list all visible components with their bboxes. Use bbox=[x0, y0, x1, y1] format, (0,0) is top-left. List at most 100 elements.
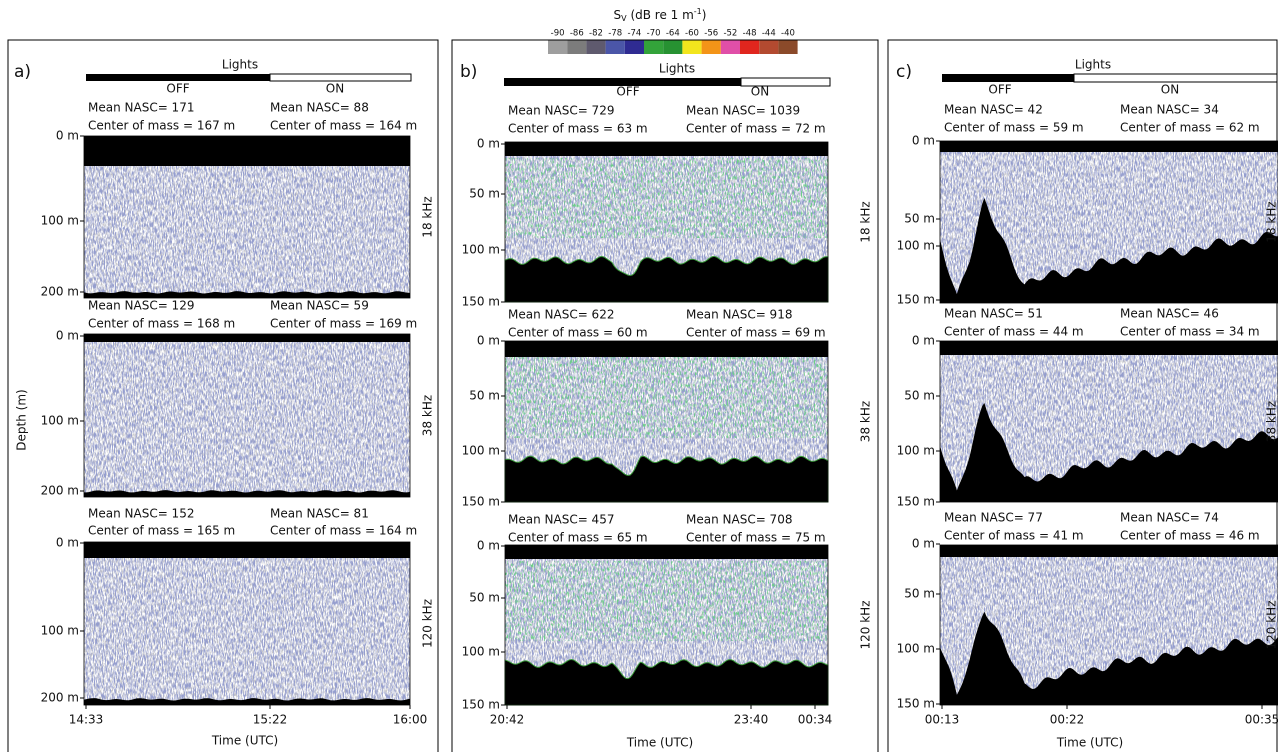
seafloor bbox=[504, 455, 829, 503]
depth-tick-label: 150 m bbox=[897, 697, 935, 711]
echogram-border bbox=[83, 541, 411, 706]
echogram-border bbox=[83, 135, 411, 299]
depth-tick-label: 0 m bbox=[56, 129, 79, 143]
frequency-label: 18 kHz bbox=[421, 196, 435, 237]
colorbar-swatch bbox=[701, 40, 721, 54]
echogram-surface bbox=[84, 542, 410, 558]
colorbar-label: -90 bbox=[551, 29, 565, 39]
echogram-border bbox=[504, 544, 829, 706]
echogram-speckle bbox=[84, 542, 410, 705]
depth-tick-label: 0 m bbox=[56, 329, 79, 343]
center-of-mass: Center of mass = 63 m bbox=[508, 122, 648, 136]
panel-frame bbox=[451, 39, 879, 752]
mean-nasc: Mean NASC= 51 bbox=[944, 307, 1043, 321]
lights-off-label: OFF bbox=[166, 82, 189, 96]
frequency-label: 120 kHz bbox=[421, 599, 435, 648]
colorbar-swatch bbox=[586, 40, 606, 54]
center-of-mass: Center of mass = 168 m bbox=[88, 317, 235, 331]
echogram-surface bbox=[505, 341, 828, 357]
depth-tick-label: 100 m bbox=[462, 645, 500, 659]
colorbar-swatch bbox=[663, 40, 683, 54]
echogram-border bbox=[939, 340, 1278, 503]
colorbar-label: -60 bbox=[685, 29, 699, 39]
depth-tick-label: 150 m bbox=[462, 698, 500, 712]
colorbar-swatch bbox=[682, 40, 702, 54]
depth-tick-label: 150 m bbox=[462, 295, 500, 309]
echogram-speckle bbox=[505, 561, 828, 641]
frequency-label: 38 kHz bbox=[1265, 401, 1278, 442]
center-of-mass: Center of mass = 165 m bbox=[88, 524, 235, 538]
depth-tick-label: 0 m bbox=[912, 334, 935, 348]
echogram-border bbox=[83, 333, 411, 498]
depth-tick-label: 0 m bbox=[912, 537, 935, 551]
depth-tick-label: 50 m bbox=[469, 389, 500, 403]
mean-nasc: Mean NASC= 171 bbox=[88, 101, 194, 115]
mean-nasc: Mean NASC= 77 bbox=[944, 511, 1043, 525]
center-of-mass: Center of mass = 62 m bbox=[1120, 121, 1260, 135]
colorbar-label: -70 bbox=[647, 29, 661, 39]
time-tick-label: 14:33 bbox=[69, 713, 104, 727]
frequency-label: 120 kHz bbox=[859, 601, 873, 650]
colorbar-swatch bbox=[644, 40, 664, 54]
mean-nasc: Mean NASC= 46 bbox=[1120, 307, 1219, 321]
center-of-mass: Center of mass = 164 m bbox=[270, 524, 417, 538]
seafloor bbox=[84, 291, 410, 298]
lights-off-bar bbox=[86, 74, 270, 81]
mean-nasc: Mean NASC= 1039 bbox=[686, 104, 800, 118]
mean-nasc: Mean NASC= 42 bbox=[944, 103, 1043, 117]
depth-tick-label: 50 m bbox=[469, 591, 500, 605]
echogram-surface bbox=[940, 545, 1278, 557]
center-of-mass: Center of mass = 34 m bbox=[1120, 325, 1260, 339]
lights-title: Lights bbox=[222, 58, 258, 72]
frequency-label: 38 kHz bbox=[421, 395, 435, 436]
center-of-mass: Center of mass = 72 m bbox=[686, 122, 826, 136]
echogram-surface bbox=[84, 136, 410, 166]
center-of-mass: Center of mass = 44 m bbox=[944, 325, 1084, 339]
seafloor bbox=[940, 198, 1278, 303]
colorbar-swatch bbox=[720, 40, 740, 54]
mean-nasc: Mean NASC= 622 bbox=[508, 308, 614, 322]
depth-tick-label: 0 m bbox=[477, 539, 500, 553]
center-of-mass: Center of mass = 41 m bbox=[944, 529, 1084, 543]
colorbar-label: -74 bbox=[627, 29, 641, 39]
lights-on-label: ON bbox=[751, 85, 769, 99]
x-axis-label: Time (UTC) bbox=[211, 734, 278, 748]
time-tick-label: 16:00 bbox=[393, 713, 428, 727]
seafloor bbox=[84, 698, 410, 705]
colorbar-swatch bbox=[778, 40, 798, 54]
depth-tick-label: 0 m bbox=[56, 536, 79, 550]
colorbar-swatch bbox=[624, 40, 644, 54]
frequency-label: 18 kHz bbox=[1265, 201, 1278, 242]
center-of-mass: Center of mass = 60 m bbox=[508, 326, 648, 340]
depth-tick-label: 50 m bbox=[904, 587, 935, 601]
center-of-mass: Center of mass = 46 m bbox=[1120, 529, 1260, 543]
echogram-speckle bbox=[505, 357, 828, 438]
depth-tick-label: 100 m bbox=[462, 444, 500, 458]
colorbar-title-part: S bbox=[614, 8, 622, 22]
mean-nasc: Mean NASC= 88 bbox=[270, 101, 369, 115]
depth-tick-label: 100 m bbox=[897, 642, 935, 656]
frequency-label: 18 kHz bbox=[859, 201, 873, 242]
frequency-label: 38 kHz bbox=[859, 401, 873, 442]
lights-off-label: OFF bbox=[616, 85, 639, 99]
lights-title: Lights bbox=[659, 62, 695, 76]
lights-on-label: ON bbox=[326, 82, 344, 96]
center-of-mass: Center of mass = 65 m bbox=[508, 531, 648, 545]
depth-tick-label: 200 m bbox=[41, 691, 79, 705]
lights-title: Lights bbox=[1075, 58, 1111, 72]
colorbar-label: -86 bbox=[570, 29, 584, 39]
depth-tick-label: 0 m bbox=[477, 334, 500, 348]
depth-tick-label: 100 m bbox=[41, 414, 79, 428]
colorbar-label: -56 bbox=[704, 29, 718, 39]
colorbar-title-part: ) bbox=[702, 8, 707, 22]
lights-on-bar bbox=[269, 73, 412, 82]
panel-label: b) bbox=[460, 62, 477, 82]
colorbar-title: SV (dB re 1 m-1) bbox=[614, 7, 707, 23]
lights-on-bar bbox=[740, 77, 831, 87]
colorbar-label: -44 bbox=[762, 29, 776, 39]
lights-on-label: ON bbox=[1161, 83, 1179, 97]
panel-label: a) bbox=[14, 62, 31, 82]
panel-label: c) bbox=[896, 62, 912, 82]
colorbar-swatch bbox=[548, 40, 568, 54]
